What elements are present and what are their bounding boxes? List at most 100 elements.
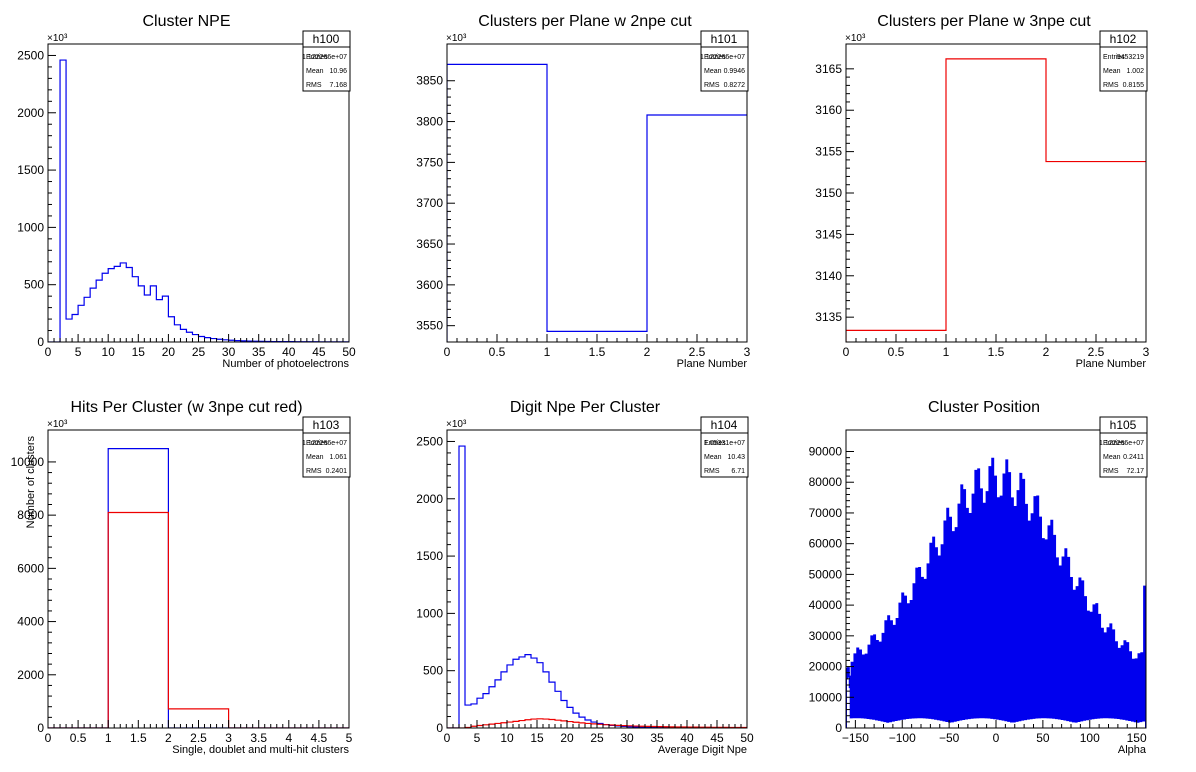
y-tick-label: 10000: [809, 690, 843, 704]
y-tick-label: 50000: [809, 567, 843, 581]
histogram-series-1: [846, 457, 1146, 728]
stats-row-key: Mean: [704, 68, 722, 75]
y-tick-label: 0: [436, 721, 443, 735]
x-tick-label: 20: [162, 345, 176, 359]
x-tick-label: −100: [889, 731, 916, 745]
panel-6: Cluster Position −150 −100 −50 0 50 100 150 0 100…: [809, 399, 1148, 756]
stats-row-key: Mean: [306, 68, 324, 75]
x-tick-label: 20: [560, 731, 574, 745]
stats-row-value: 72.17: [1126, 468, 1144, 475]
x-tick-label: 5: [346, 731, 353, 745]
x-tick-label: −150: [842, 731, 869, 745]
stats-row-key: Entries: [704, 54, 726, 61]
panel-5: Digit Npe Per Cluster 0 5 10 15 20 25 30 35 40 45 5…: [416, 399, 754, 756]
stats-box: [700, 416, 749, 478]
x-tick-label: 3.5: [250, 731, 267, 745]
y-tick-label: 3650: [416, 237, 443, 251]
chart-title: Digit Npe Per Cluster: [510, 399, 661, 416]
y-tick-label: 2000: [416, 492, 443, 506]
x-tick-label: 10: [500, 731, 514, 745]
stats-row-value: 0.2411: [1123, 454, 1144, 461]
x-tick-label: 2.5: [190, 731, 207, 745]
stats-box: [1099, 30, 1148, 92]
chart-title: Cluster NPE: [142, 13, 230, 30]
stats-box: [700, 30, 749, 92]
x-tick-label: 25: [590, 731, 604, 745]
y-tick-label: 8000: [17, 508, 44, 522]
x-tick-label: 45: [312, 345, 326, 359]
y-tick-label: 10000: [11, 455, 45, 469]
y-tick-label: 3140: [815, 269, 842, 283]
series-group: [48, 448, 349, 728]
x-tick-label: 50: [740, 731, 754, 745]
histogram-series-1: [48, 59, 349, 342]
stats-row-value: 10.96: [329, 68, 347, 75]
x-tick-label: 2: [165, 731, 172, 745]
stats-box: [1099, 416, 1148, 478]
x-tick-label: 15: [132, 345, 146, 359]
x-tick-label: 0: [444, 731, 451, 745]
stats-box-name: h103: [313, 418, 340, 432]
x-axis-label: Plane Number: [1076, 358, 1147, 370]
stats-row-value: 9453219: [1117, 54, 1144, 61]
series-group: [447, 63, 747, 342]
panel-4: Hits Per Cluster (w 3npe cut red) 0 0.5 1 1.…: [11, 399, 353, 756]
stats-row-key: RMS: [704, 82, 720, 89]
x-tick-label: 45: [710, 731, 724, 745]
y-tick-label: 3750: [416, 155, 443, 169]
histogram-series-1: [48, 448, 349, 728]
series-group: [48, 59, 349, 342]
stats-row-key: Entries: [306, 54, 328, 61]
stats-box-name: h104: [711, 418, 738, 432]
x-tick-label: 0: [993, 731, 1000, 745]
x-tick-label: 1.5: [130, 731, 147, 745]
stats-row-value: 1.122266e+07: [302, 54, 347, 61]
x-axis-label: Single, doublet and multi-hit clusters: [172, 744, 349, 756]
x-tick-label: 0: [45, 345, 52, 359]
y-tick-label: 3700: [416, 196, 443, 210]
chart-title: Cluster Position: [928, 399, 1040, 416]
axis-multiplier: ×10³: [446, 419, 467, 430]
x-tick-label: 0.5: [888, 345, 905, 359]
x-tick-label: 5: [75, 345, 82, 359]
y-tick-label: 3160: [815, 103, 842, 117]
y-tick-label: 500: [423, 664, 443, 678]
x-tick-label: 30: [620, 731, 634, 745]
x-tick-label: 5: [474, 731, 481, 745]
x-tick-label: 1: [105, 731, 112, 745]
y-tick-label: 2500: [17, 48, 44, 62]
y-tick-label: 3135: [815, 310, 842, 324]
series-group: [846, 457, 1146, 728]
series-group: [846, 58, 1146, 342]
x-tick-label: 10: [102, 345, 116, 359]
stats-row-value: 0.2401: [326, 468, 348, 475]
stats-row-value: 0.9946: [724, 68, 746, 75]
stats-row-value: 0.8272: [724, 82, 746, 89]
stats-row-key: Entries: [1103, 440, 1125, 447]
y-tick-label: 1500: [17, 163, 44, 177]
y-axis-label: Number of clusters: [25, 436, 37, 529]
y-tick-label: 80000: [809, 475, 843, 489]
y-tick-label: 3800: [416, 115, 443, 129]
y-tick-label: 60000: [809, 537, 843, 551]
stats-row-key: RMS: [306, 468, 322, 475]
panel-2: Clusters per Plane w 2npe cut 0 0.5 1 1.5 2 2.…: [416, 13, 750, 370]
y-tick-label: 2000: [17, 106, 44, 120]
chart-title: Clusters per Plane w 3npe cut: [877, 13, 1091, 30]
y-tick-label: 2000: [17, 668, 44, 682]
y-tick-label: 6000: [17, 561, 44, 575]
x-tick-label: 35: [252, 345, 266, 359]
y-tick-label: 3150: [815, 186, 842, 200]
stats-row-key: Entries: [704, 440, 726, 447]
histogram-series-1: [846, 58, 1146, 342]
x-tick-label: 0: [843, 345, 850, 359]
y-tick-label: 90000: [809, 445, 843, 459]
panel-3: Clusters per Plane w 3npe cut 0 0.5 1 1.5 2 2.…: [815, 13, 1149, 370]
y-tick-label: 70000: [809, 506, 843, 520]
axis-multiplier: ×10³: [47, 419, 68, 430]
x-tick-label: 50: [1036, 731, 1050, 745]
y-tick-label: 1000: [416, 606, 443, 620]
y-tick-label: 3550: [416, 319, 443, 333]
y-tick-label: 500: [24, 278, 44, 292]
